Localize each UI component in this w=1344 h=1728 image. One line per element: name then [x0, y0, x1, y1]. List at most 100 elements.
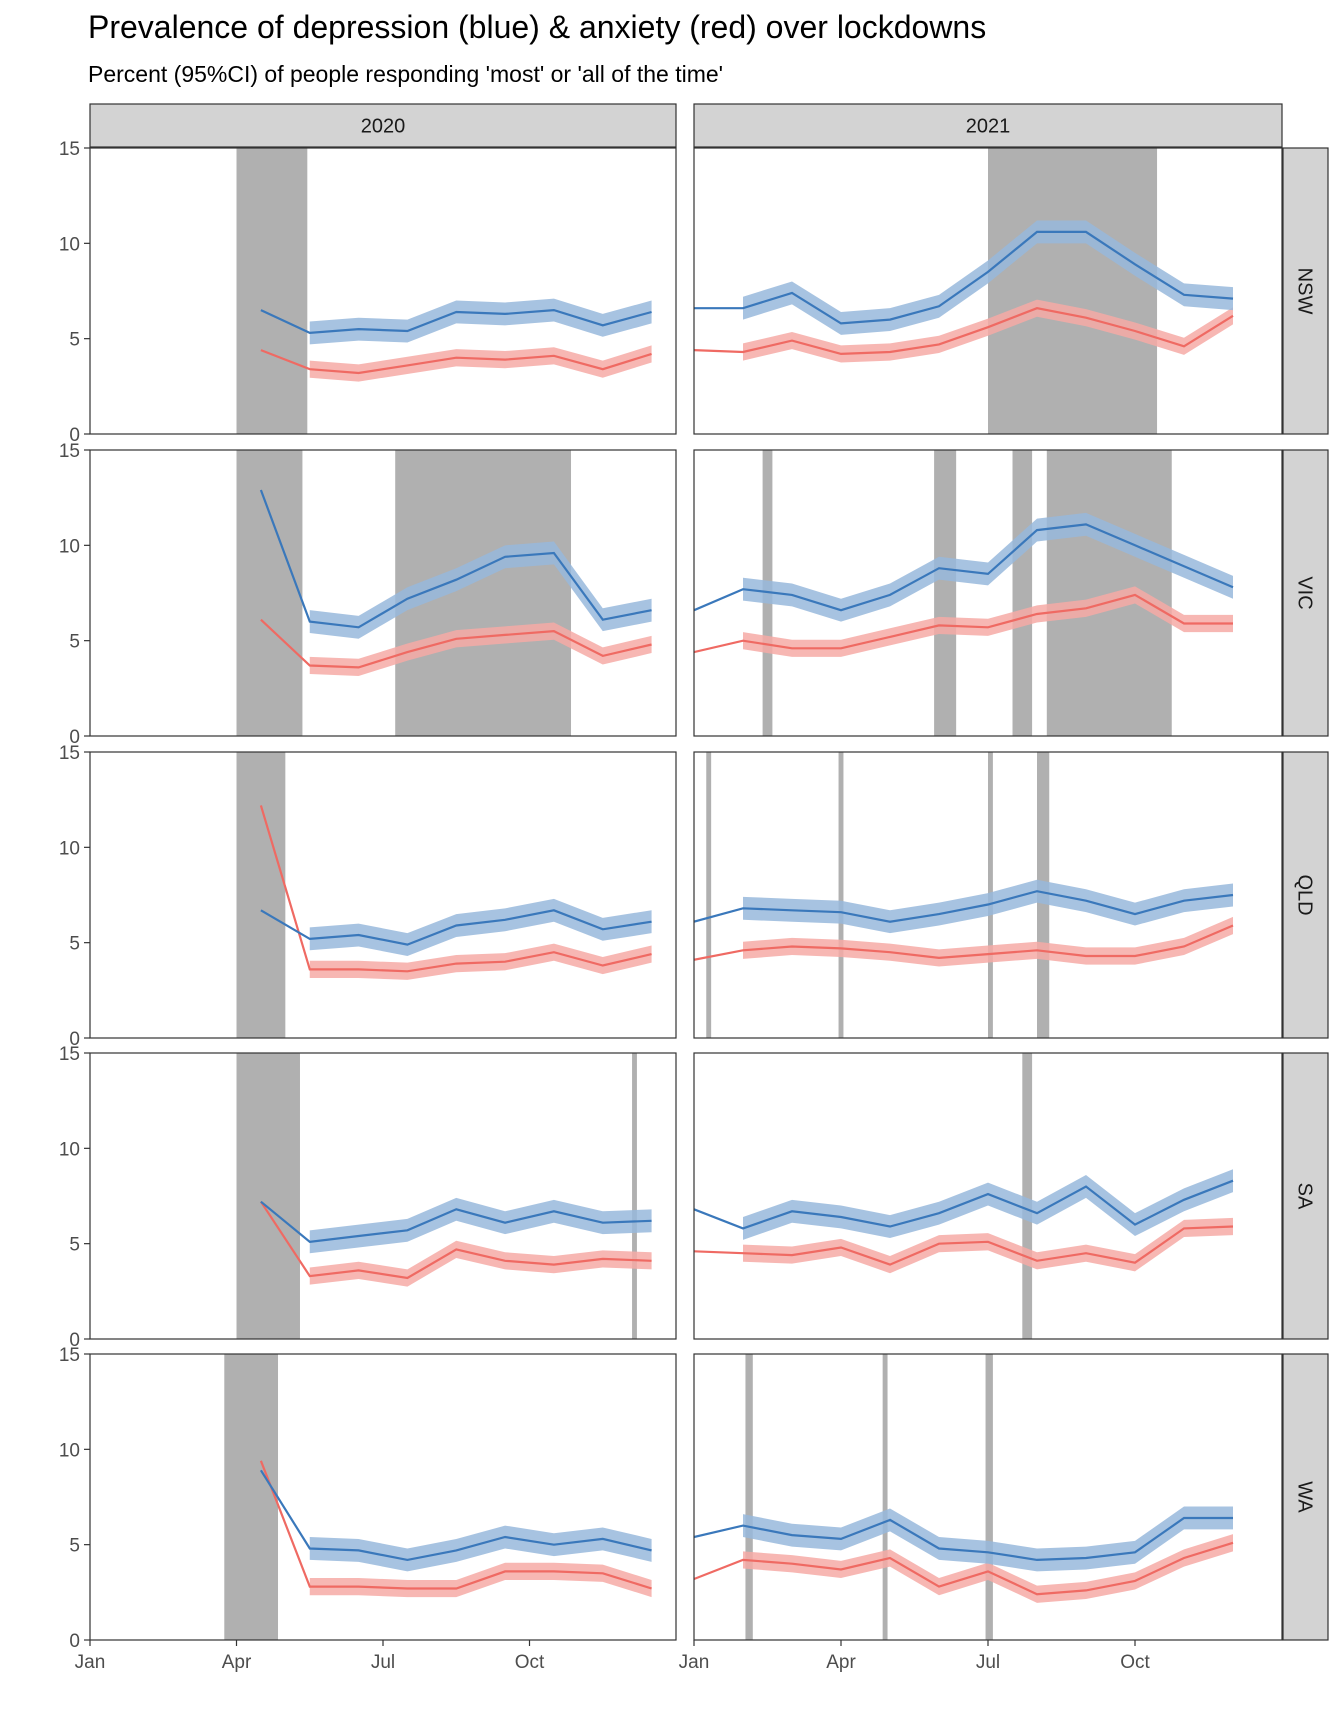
y-tick-label: 5	[69, 1235, 80, 1256]
depression-ci-band	[743, 512, 1233, 622]
anxiety-line	[260, 618, 652, 669]
y-tick-label: 15	[59, 139, 80, 160]
plot-area: 0 5 10 15 2020 2021 NSW 0 5 10 15 VIC 0 5 10 15 QLD 0 5 10 1…	[59, 103, 1329, 1673]
anxiety-line	[260, 349, 652, 375]
lockdown-period	[985, 1354, 993, 1640]
column-strip-label: 2020	[361, 116, 406, 138]
y-tick-label: 0	[69, 425, 80, 446]
chart-title: Prevalence of depression (blue) & anxiet…	[88, 9, 986, 45]
panel-border	[693, 147, 1283, 435]
anxiety-ci-band	[309, 345, 652, 382]
x-tick-label: Jul	[976, 1652, 1000, 1673]
row-strip-label: QLD	[1294, 874, 1316, 915]
y-tick-label: 0	[69, 1029, 80, 1050]
panel-nsw-2020: 0 5 10 15 2020	[59, 103, 677, 446]
y-tick-label: 0	[69, 1631, 80, 1652]
anxiety-ci-band	[743, 586, 1233, 657]
depression-line	[694, 1179, 1234, 1230]
anxiety-line	[259, 1460, 652, 1590]
lockdown-period	[236, 148, 308, 434]
y-tick-label: 5	[69, 632, 80, 653]
depression-ci-band	[309, 1525, 652, 1572]
depression-line	[694, 890, 1234, 923]
lockdown-period	[1022, 1053, 1033, 1339]
lockdown-period	[838, 752, 844, 1038]
lockdown-period	[1012, 450, 1033, 736]
panel-nsw-2021: 2021 NSW	[693, 103, 1329, 435]
anxiety-ci-band	[309, 622, 652, 676]
anxiety-line	[694, 1225, 1234, 1266]
lockdown-period	[988, 148, 1158, 434]
y-tick-label: 0	[69, 727, 80, 748]
row-strip-label: VIC	[1294, 576, 1316, 609]
panel-sa-2020: 0 5 10 15	[59, 1044, 677, 1351]
column-strip-label: 2021	[966, 116, 1011, 138]
panel-sa-2021: SA	[693, 1052, 1329, 1340]
y-tick-label: 5	[69, 934, 80, 955]
x-tick-label: Jan	[679, 1652, 710, 1673]
depression-line	[259, 489, 652, 629]
row-strip-label: NSW	[1294, 268, 1316, 315]
y-tick-label: 10	[59, 536, 80, 557]
lockdown-period	[706, 752, 712, 1038]
panel-border	[693, 751, 1283, 1039]
panel-wa-2021: Jan Apr Jul Oct WA	[679, 1353, 1329, 1673]
y-tick-label: 15	[59, 1044, 80, 1065]
y-tick-label: 15	[59, 743, 80, 764]
x-tick-label: Jul	[371, 1652, 395, 1673]
row-strip	[1282, 449, 1329, 737]
y-tick-label: 5	[69, 1536, 80, 1557]
x-tick-label: Apr	[826, 1652, 856, 1673]
anxiety-line	[694, 593, 1233, 654]
lockdown-period	[934, 450, 957, 736]
lockdown-period	[224, 1354, 279, 1640]
x-tick-label: Jan	[75, 1652, 106, 1673]
panel-border	[89, 751, 677, 1039]
panel-border	[89, 147, 677, 435]
chart-subtitle: Percent (95%CI) of people responding 'mo…	[88, 61, 723, 87]
anxiety-line	[259, 805, 652, 973]
row-strip	[1282, 147, 1329, 435]
depression-line	[694, 230, 1234, 325]
y-tick-label: 0	[69, 1330, 80, 1351]
lockdown-period	[236, 752, 286, 1038]
anxiety-line	[694, 924, 1234, 961]
depression-line	[694, 1516, 1233, 1562]
x-tick-label: Oct	[1120, 1652, 1150, 1673]
anxiety-ci-band	[743, 299, 1233, 363]
y-tick-label: 15	[59, 441, 80, 462]
panel-vic-2020: 0 5 10 15	[59, 441, 677, 748]
y-tick-label: 10	[59, 1440, 80, 1461]
panel-border	[89, 1052, 677, 1340]
lockdown-period	[882, 1354, 888, 1640]
y-tick-label: 15	[59, 1345, 80, 1366]
depression-line	[260, 909, 652, 946]
depression-ci-band	[309, 298, 652, 345]
lockdown-period	[745, 1354, 753, 1640]
anxiety-ci-band	[743, 916, 1233, 967]
anxiety-line	[259, 1201, 652, 1280]
depression-ci-band	[309, 1197, 652, 1254]
x-tick-label: Oct	[515, 1652, 545, 1673]
panel-qld-2021: QLD	[693, 751, 1329, 1039]
column-strip	[693, 103, 1283, 148]
anxiety-ci-band	[309, 1240, 652, 1287]
row-strip	[1282, 1052, 1329, 1340]
panel-border	[89, 449, 677, 737]
row-strip	[1282, 751, 1329, 1039]
depression-line	[259, 1469, 652, 1562]
depression-ci-band	[743, 879, 1233, 934]
anxiety-line	[694, 1541, 1234, 1596]
anxiety-ci-band	[743, 1217, 1233, 1274]
depression-line	[260, 308, 652, 335]
depression-ci-band	[743, 1169, 1233, 1240]
y-tick-label: 10	[59, 1139, 80, 1160]
x-tick-label: Apr	[222, 1652, 252, 1673]
row-strip-label: WA	[1294, 1481, 1316, 1513]
row-strip	[1282, 1353, 1329, 1641]
depression-ci-band	[309, 541, 652, 639]
panel-border	[693, 449, 1283, 737]
lockdown-period	[236, 1053, 300, 1339]
lockdown-period	[236, 450, 303, 736]
y-tick-label: 10	[59, 838, 80, 859]
